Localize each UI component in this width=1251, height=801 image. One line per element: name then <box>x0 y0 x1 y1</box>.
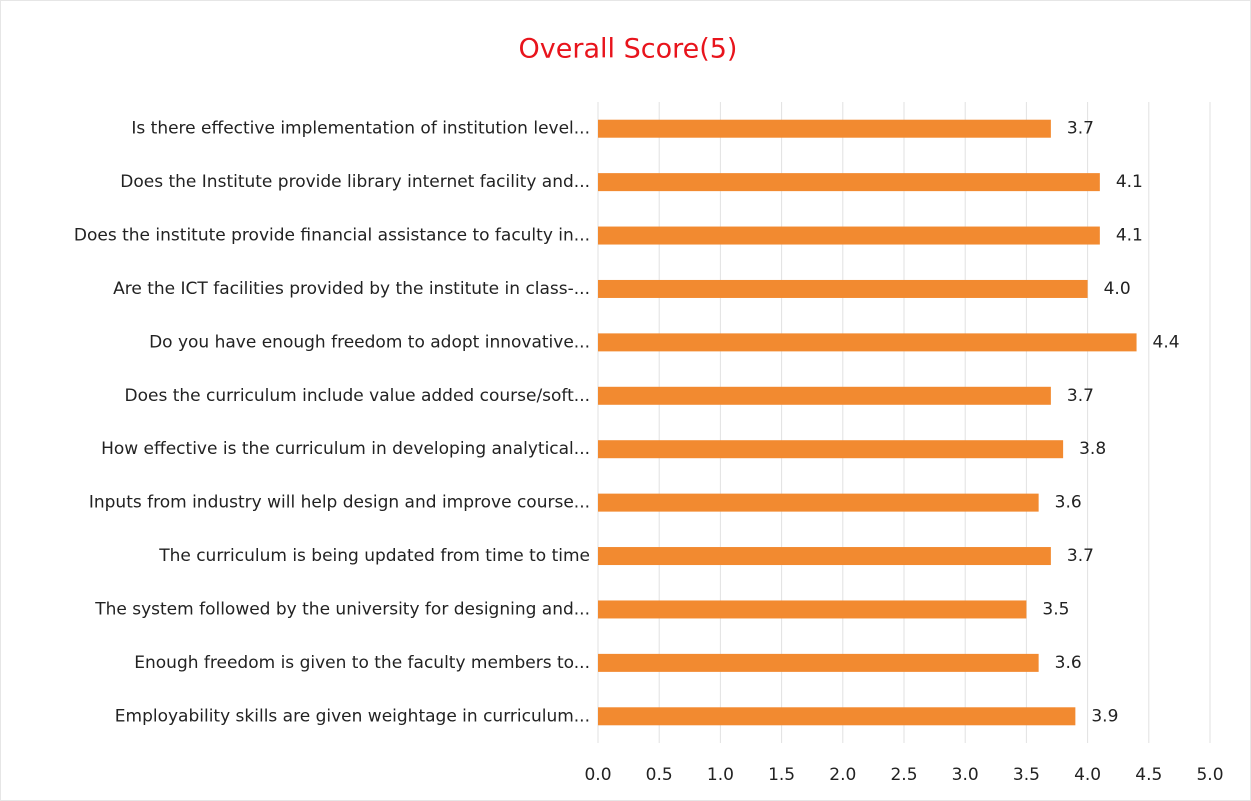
data-label: 3.6 <box>1055 493 1082 513</box>
data-label: 3.7 <box>1067 119 1094 139</box>
bar <box>598 386 1051 405</box>
y-tick-label: Are the ICT facilities provided by the i… <box>113 279 590 299</box>
data-label: 3.9 <box>1091 706 1118 726</box>
bar <box>598 493 1039 512</box>
bar <box>598 279 1088 298</box>
data-label: 4.4 <box>1153 332 1180 352</box>
y-tick-label: Does the curriculum include value added … <box>125 386 590 406</box>
bar <box>598 226 1100 245</box>
data-label: 4.1 <box>1116 172 1143 192</box>
x-tick-label: 4.5 <box>1135 765 1162 785</box>
x-tick-label: 3.5 <box>1013 765 1040 785</box>
y-tick-label: Does the institute provide financial ass… <box>74 226 590 246</box>
x-tick-label: 2.0 <box>829 765 856 785</box>
data-label: 3.5 <box>1042 599 1069 619</box>
x-tick-label: 1.5 <box>768 765 795 785</box>
x-tick-label: 1.0 <box>707 765 734 785</box>
bar <box>598 119 1051 138</box>
y-tick-label: Does the Institute provide library inter… <box>120 172 590 192</box>
data-label: 3.8 <box>1079 439 1106 459</box>
bar <box>598 653 1039 672</box>
x-tick-label: 4.0 <box>1074 765 1101 785</box>
bar <box>598 600 1027 619</box>
bar <box>598 173 1100 192</box>
y-tick-label: Enough freedom is given to the faculty m… <box>134 653 590 673</box>
data-label: 3.6 <box>1055 653 1082 673</box>
data-label: 3.7 <box>1067 546 1094 566</box>
bar <box>598 707 1076 726</box>
x-tick-label: 3.0 <box>952 765 979 785</box>
y-tick-label: How effective is the curriculum in devel… <box>101 439 590 459</box>
y-tick-label: Do you have enough freedom to adopt inno… <box>149 332 590 352</box>
x-tick-label: 0.5 <box>646 765 673 785</box>
y-tick-label: The system followed by the university fo… <box>94 599 590 619</box>
data-label: 4.0 <box>1104 279 1131 299</box>
x-tick-label: 2.5 <box>890 765 917 785</box>
data-label: 4.1 <box>1116 226 1143 246</box>
y-tick-label: The curriculum is being updated from tim… <box>158 546 590 566</box>
bar <box>598 333 1137 352</box>
y-tick-label: Is there effective implementation of ins… <box>131 119 590 139</box>
bar <box>598 547 1051 566</box>
bar <box>598 440 1064 459</box>
data-label: 3.7 <box>1067 386 1094 406</box>
y-tick-label: Employability skills are given weightage… <box>115 706 590 726</box>
x-tick-label: 5.0 <box>1196 765 1223 785</box>
chart-title: Overall Score(5) <box>519 34 738 65</box>
y-tick-label: Inputs from industry will help design an… <box>89 493 590 513</box>
x-tick-label: 0.0 <box>584 765 611 785</box>
